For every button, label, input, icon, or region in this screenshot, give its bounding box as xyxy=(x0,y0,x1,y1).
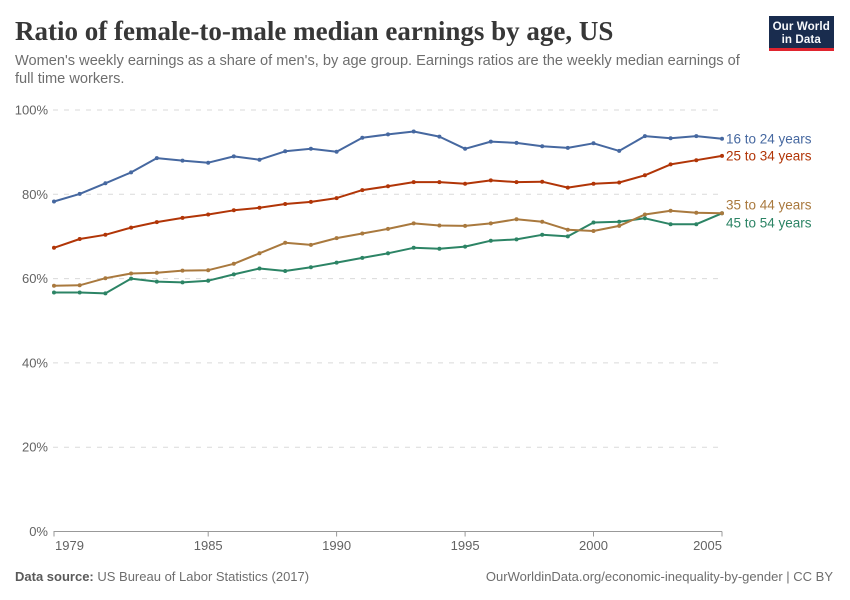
svg-text:40%: 40% xyxy=(22,355,48,370)
svg-text:16 to 24 years: 16 to 24 years xyxy=(726,132,812,147)
svg-text:20%: 20% xyxy=(22,440,48,455)
svg-text:1995: 1995 xyxy=(451,538,480,553)
svg-text:60%: 60% xyxy=(22,271,48,286)
svg-text:1990: 1990 xyxy=(322,538,351,553)
svg-text:0%: 0% xyxy=(29,524,48,539)
svg-text:100%: 100% xyxy=(15,103,49,118)
svg-text:1979: 1979 xyxy=(55,538,84,553)
svg-text:25 to 34 years: 25 to 34 years xyxy=(726,149,812,164)
svg-text:1985: 1985 xyxy=(194,538,223,553)
svg-text:35 to 44 years: 35 to 44 years xyxy=(726,198,812,213)
svg-text:2005: 2005 xyxy=(693,538,722,553)
svg-text:2000: 2000 xyxy=(579,538,608,553)
svg-text:80%: 80% xyxy=(22,187,48,202)
svg-text:45 to 54 years: 45 to 54 years xyxy=(726,216,812,231)
